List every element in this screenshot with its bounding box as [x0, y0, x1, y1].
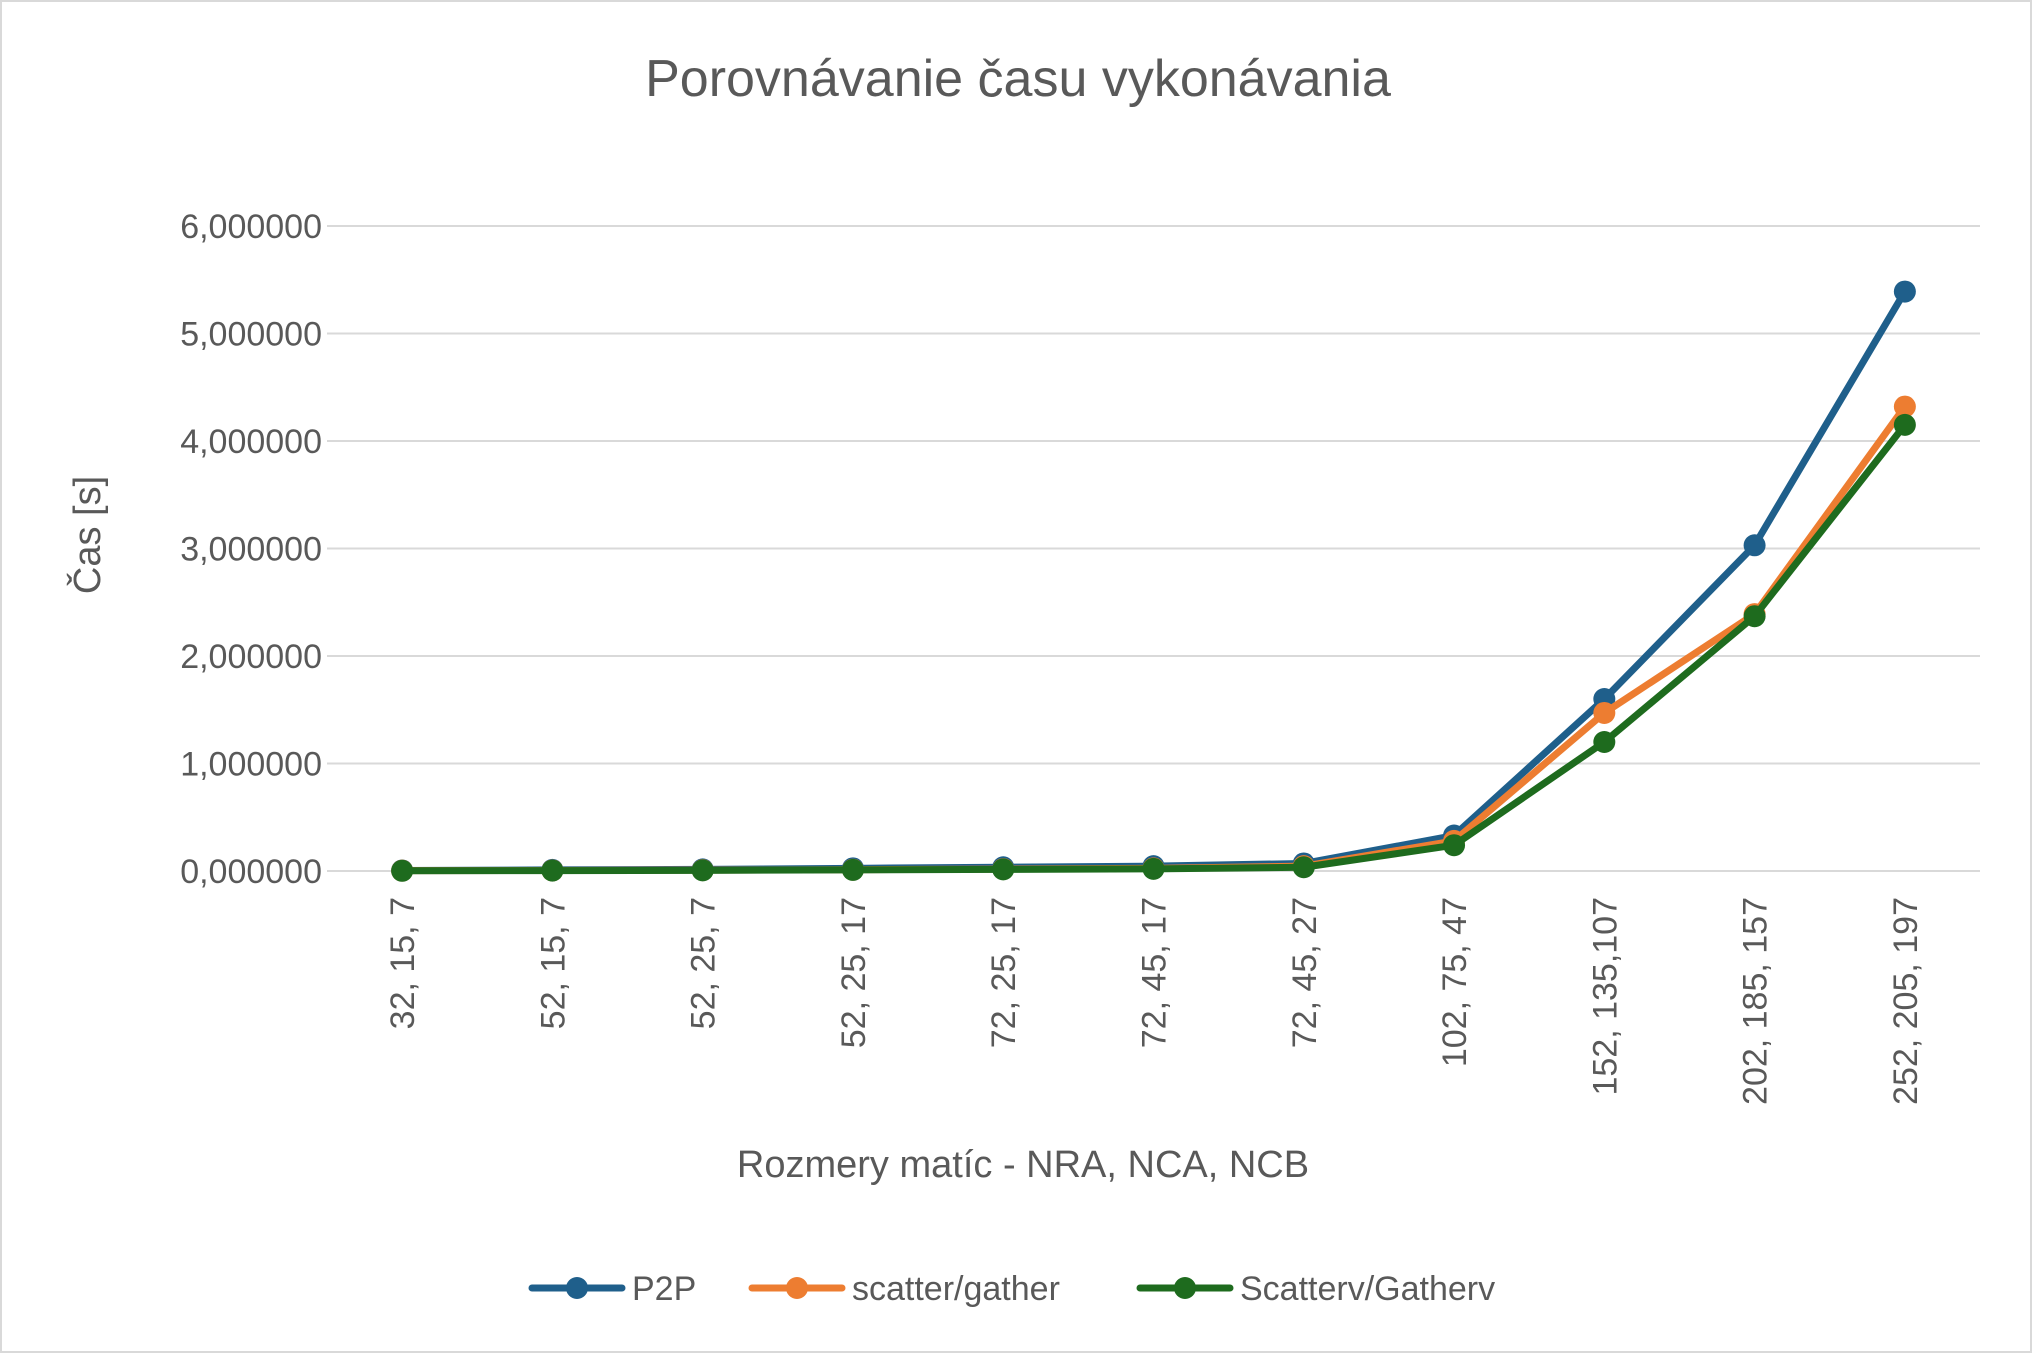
data-point: [1743, 534, 1766, 557]
y-tick-label: 1,000000: [180, 746, 322, 784]
x-axis-tick-labels: 32, 15, 7 52, 15, 7 52, 25, 7 52, 25, 17 72,…: [384, 897, 1925, 1105]
y-tick-label: 3,000000: [180, 531, 322, 569]
series-layer: [391, 280, 1916, 882]
series-line: [398, 403, 1909, 875]
data-point: [541, 859, 564, 882]
legend-marker: [1174, 1277, 1196, 1299]
data-point: [391, 859, 414, 882]
data-point: [1292, 856, 1315, 879]
series-line: [398, 288, 1909, 874]
x-tick-label: 52, 15, 7: [534, 897, 572, 1029]
x-tick-label: 72, 45, 27: [1286, 897, 1324, 1048]
y-axis-title: Čas [s]: [65, 476, 109, 594]
legend-marker: [786, 1277, 808, 1299]
data-point: [1743, 605, 1766, 628]
x-tick-label: 72, 45, 17: [1136, 897, 1174, 1048]
data-point: [841, 858, 864, 881]
y-tick-label: 4,000000: [180, 423, 322, 461]
x-tick-label: 152, 135,107: [1586, 897, 1624, 1096]
x-tick-label: 52, 25, 17: [835, 897, 873, 1048]
data-point: [1593, 701, 1616, 724]
legend-label: scatter/gather: [852, 1270, 1060, 1308]
gridlines: [327, 225, 1980, 872]
data-point: [992, 858, 1015, 881]
data-point: [1443, 834, 1466, 857]
series-line: [398, 421, 1909, 875]
x-tick-label: 252, 205, 197: [1887, 897, 1925, 1105]
legend-item: P2P: [528, 1270, 696, 1308]
legend-label: Scatterv/Gatherv: [1240, 1270, 1495, 1308]
y-tick-label: 5,000000: [180, 316, 322, 354]
x-tick-label: 102, 75, 47: [1436, 897, 1474, 1067]
y-tick-label: 2,000000: [180, 638, 322, 676]
chart-title: Porovnávanie času vykonávania: [645, 50, 1391, 108]
data-point: [1593, 731, 1616, 753]
data-point: [1893, 413, 1916, 436]
legend-item: Scatterv/Gatherv: [1136, 1270, 1495, 1308]
y-tick-label: 6,000000: [180, 208, 322, 246]
series-2: [391, 413, 1916, 882]
x-axis-title: Rozmery matíc - NRA, NCA, NCB: [737, 1144, 1309, 1186]
legend-item: scatter/gather: [748, 1270, 1060, 1308]
data-point: [1893, 395, 1916, 418]
data-point: [691, 859, 714, 882]
y-tick-label: 0,000000: [180, 853, 322, 891]
y-axis-tick-labels: 0,000000 1,000000 2,000000 3,000000 4,000000…: [180, 208, 322, 891]
legend: P2P scatter/gather Scatterv/Gatherv: [528, 1270, 1495, 1308]
x-tick-label: 32, 15, 7: [384, 897, 422, 1029]
data-point: [1893, 280, 1916, 303]
data-point: [1142, 857, 1165, 880]
x-tick-label: 202, 185, 157: [1737, 897, 1775, 1105]
x-tick-label: 52, 25, 7: [685, 897, 723, 1029]
series-0: [391, 280, 1916, 882]
legend-marker: [566, 1277, 588, 1299]
legend-label: P2P: [632, 1270, 696, 1308]
x-tick-label: 72, 25, 17: [985, 897, 1023, 1048]
series-1: [391, 395, 1916, 882]
